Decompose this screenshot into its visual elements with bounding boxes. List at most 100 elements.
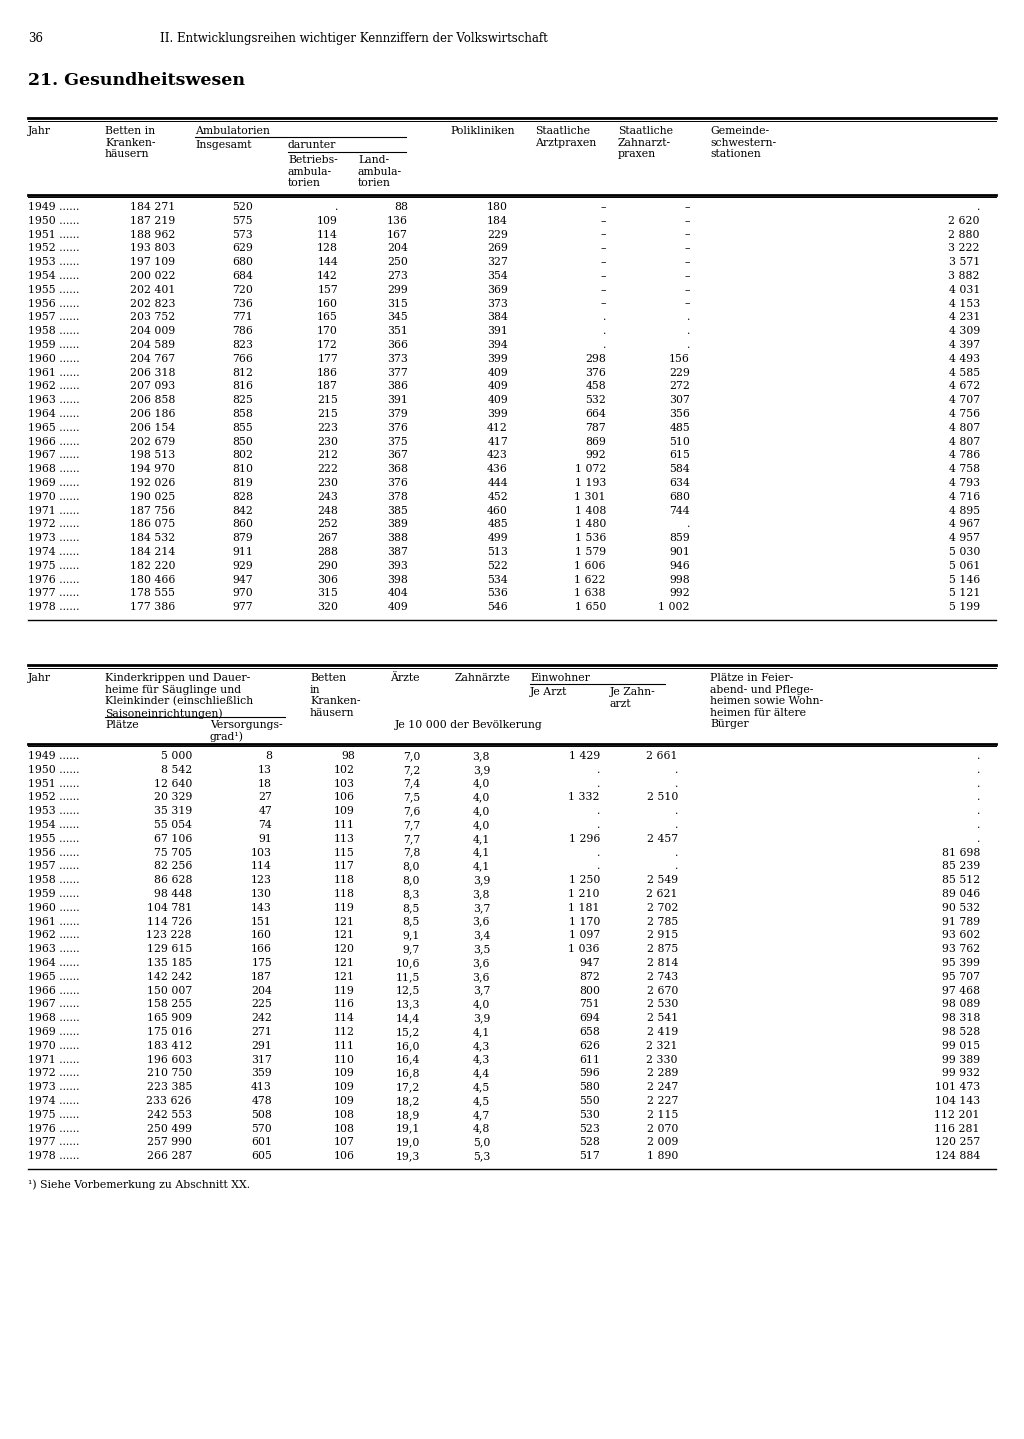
Text: 369: 369 <box>487 285 508 295</box>
Text: 8,5: 8,5 <box>402 917 420 927</box>
Text: 404: 404 <box>387 589 408 599</box>
Text: 111: 111 <box>334 820 355 830</box>
Text: 288: 288 <box>317 547 338 557</box>
Text: –: – <box>684 258 690 268</box>
Text: 1969 ......: 1969 ...... <box>28 1027 80 1038</box>
Text: 423: 423 <box>487 450 508 460</box>
Text: 4,1: 4,1 <box>473 833 490 843</box>
Text: 67 106: 67 106 <box>154 833 193 843</box>
Text: 204: 204 <box>387 243 408 253</box>
Text: 819: 819 <box>232 478 253 488</box>
Text: 204 009: 204 009 <box>130 327 175 337</box>
Text: 99 932: 99 932 <box>942 1068 980 1078</box>
Text: 202 679: 202 679 <box>130 436 175 446</box>
Text: 409: 409 <box>487 396 508 406</box>
Text: 385: 385 <box>387 505 408 515</box>
Text: 4,1: 4,1 <box>473 1027 490 1038</box>
Text: 206 186: 206 186 <box>129 409 175 419</box>
Text: 206 858: 206 858 <box>130 396 175 406</box>
Text: 947: 947 <box>580 958 600 968</box>
Text: 570: 570 <box>251 1124 272 1134</box>
Text: 2 661: 2 661 <box>646 751 678 761</box>
Text: 1954 ......: 1954 ...... <box>28 820 80 830</box>
Text: 1967 ......: 1967 ...... <box>28 450 80 460</box>
Text: –: – <box>600 258 606 268</box>
Text: 5 199: 5 199 <box>949 602 980 612</box>
Text: Jahr: Jahr <box>28 127 51 137</box>
Text: 1 181: 1 181 <box>568 902 600 912</box>
Text: 204 767: 204 767 <box>130 354 175 364</box>
Text: 55 054: 55 054 <box>154 820 193 830</box>
Text: 1959 ......: 1959 ...... <box>28 340 80 350</box>
Text: 4 807: 4 807 <box>949 436 980 446</box>
Text: 4 707: 4 707 <box>949 396 980 406</box>
Text: 5,0: 5,0 <box>473 1137 490 1147</box>
Text: .: . <box>977 751 980 761</box>
Text: –: – <box>684 216 690 226</box>
Text: 225: 225 <box>251 1000 272 1009</box>
Text: 7,2: 7,2 <box>402 764 420 774</box>
Text: 121: 121 <box>334 931 355 941</box>
Text: 1951 ......: 1951 ...... <box>28 230 80 240</box>
Text: 184 214: 184 214 <box>130 547 175 557</box>
Text: 855: 855 <box>232 423 253 433</box>
Text: 744: 744 <box>670 505 690 515</box>
Text: 106: 106 <box>334 793 355 803</box>
Text: 859: 859 <box>670 534 690 543</box>
Text: 4,0: 4,0 <box>473 778 490 789</box>
Text: 223 385: 223 385 <box>146 1082 193 1092</box>
Text: 1968 ......: 1968 ...... <box>28 1013 80 1023</box>
Text: 269: 269 <box>487 243 508 253</box>
Text: 947: 947 <box>232 574 253 584</box>
Text: 192 026: 192 026 <box>130 478 175 488</box>
Text: 101 473: 101 473 <box>935 1082 980 1092</box>
Text: 786: 786 <box>232 327 253 337</box>
Text: 109: 109 <box>334 1082 355 1092</box>
Text: 3,6: 3,6 <box>472 971 490 981</box>
Text: 2 620: 2 620 <box>948 216 980 226</box>
Text: 1969 ......: 1969 ...... <box>28 478 80 488</box>
Text: 121: 121 <box>334 917 355 927</box>
Text: 389: 389 <box>387 519 408 530</box>
Text: 1967 ......: 1967 ...... <box>28 1000 80 1009</box>
Text: 850: 850 <box>232 436 253 446</box>
Text: 124 884: 124 884 <box>935 1151 980 1161</box>
Text: 510: 510 <box>669 436 690 446</box>
Text: 4,0: 4,0 <box>473 820 490 830</box>
Text: 190 025: 190 025 <box>130 492 175 502</box>
Text: 200 022: 200 022 <box>129 271 175 281</box>
Text: 98 528: 98 528 <box>942 1027 980 1038</box>
Text: 3,8: 3,8 <box>472 751 490 761</box>
Text: –: – <box>684 271 690 281</box>
Text: 751: 751 <box>580 1000 600 1009</box>
Text: 7,5: 7,5 <box>402 793 420 803</box>
Text: 970: 970 <box>232 589 253 599</box>
Text: 2 289: 2 289 <box>646 1068 678 1078</box>
Text: 680: 680 <box>232 258 253 268</box>
Text: 992: 992 <box>586 450 606 460</box>
Text: .: . <box>675 862 678 872</box>
Text: 10,6: 10,6 <box>395 958 420 968</box>
Text: 202 823: 202 823 <box>129 299 175 308</box>
Text: 188 962: 188 962 <box>130 230 175 240</box>
Text: 5 146: 5 146 <box>949 574 980 584</box>
Text: .: . <box>603 340 606 350</box>
Text: –: – <box>684 230 690 240</box>
Text: .: . <box>603 312 606 322</box>
Text: .: . <box>675 806 678 816</box>
Text: 417: 417 <box>487 436 508 446</box>
Text: 860: 860 <box>232 519 253 530</box>
Text: –: – <box>684 299 690 308</box>
Text: 522: 522 <box>487 561 508 571</box>
Text: 75 705: 75 705 <box>154 848 193 858</box>
Text: 1978 ......: 1978 ...... <box>28 602 80 612</box>
Text: Jahr: Jahr <box>28 673 51 684</box>
Text: 198 513: 198 513 <box>130 450 175 460</box>
Text: 1958 ......: 1958 ...... <box>28 875 80 885</box>
Text: 128: 128 <box>317 243 338 253</box>
Text: 11,5: 11,5 <box>395 971 420 981</box>
Text: 82 256: 82 256 <box>154 862 193 872</box>
Text: 596: 596 <box>580 1068 600 1078</box>
Text: 1961 ......: 1961 ...... <box>28 917 80 927</box>
Text: 166: 166 <box>251 944 272 954</box>
